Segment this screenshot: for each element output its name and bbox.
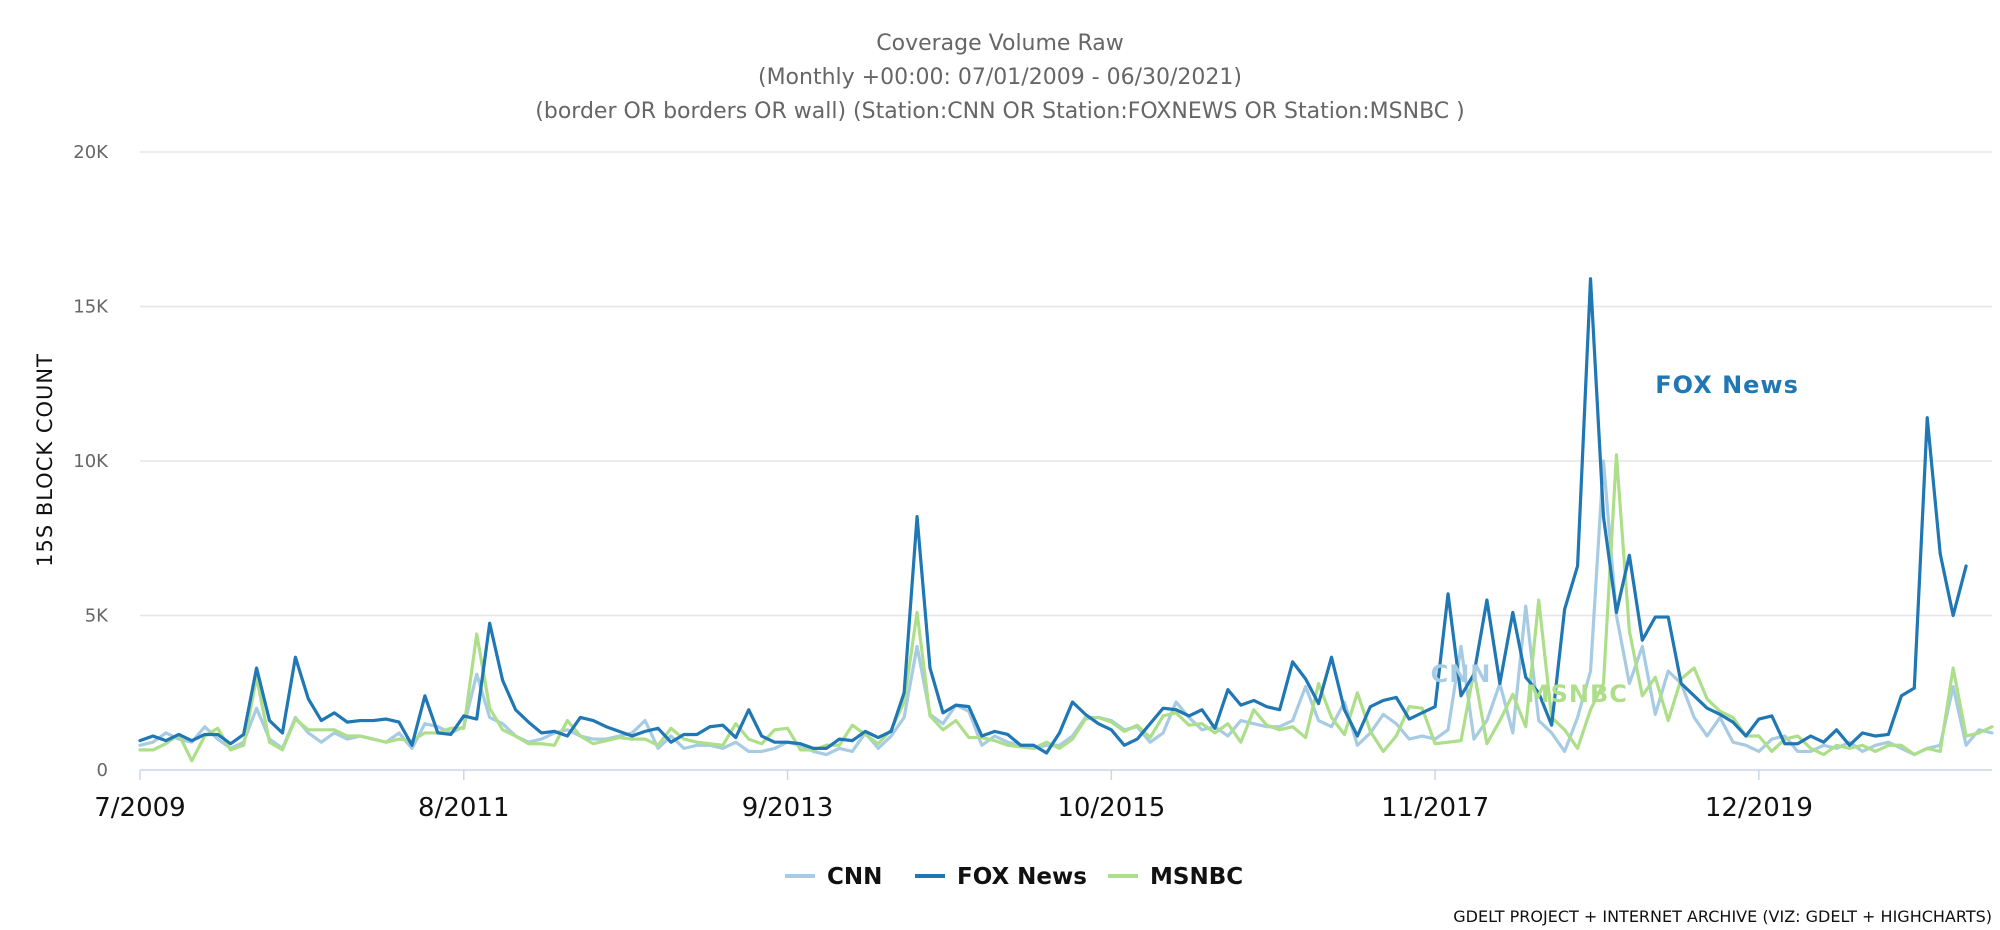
y-tick-label: 10K (73, 451, 109, 472)
series-annotations: CNN FOX News MSNBC (1431, 371, 1799, 708)
chart-legend: CNN FOX News MSNBC (785, 864, 1243, 890)
x-tick-label: 12/2019 (1705, 793, 1813, 823)
x-tick-label: 10/2015 (1057, 793, 1165, 823)
chart-credits: GDELT PROJECT + INTERNET ARCHIVE (VIZ: G… (1453, 907, 1992, 926)
annotation-cnn: CNN (1431, 660, 1492, 688)
x-tick-label: 7/2009 (94, 793, 185, 823)
legend-label-fox-news: FOX News (957, 864, 1087, 890)
y-tick-label: 5K (85, 606, 109, 627)
legend-item-fox-news[interactable]: FOX News (915, 864, 1087, 890)
x-axis: 7/2009 8/2011 9/2013 10/2015 11/2017 12/2019 (94, 769, 1992, 823)
x-tick-label: 8/2011 (418, 793, 509, 823)
chart-subtitle-line-1: (Monthly +00:00: 07/01/2009 - 06/30/2021… (758, 65, 1242, 90)
annotation-fox-news: FOX News (1655, 371, 1799, 399)
gridlines (140, 151, 1992, 617)
legend-label-msnbc: MSNBC (1150, 864, 1243, 890)
y-tick-label: 15K (73, 297, 109, 318)
x-tick-label: 11/2017 (1381, 793, 1489, 823)
y-axis-label: 15S BLOCK COUNT (33, 353, 57, 567)
series-line-fox-news[interactable] (138, 277, 1968, 755)
legend-item-cnn[interactable]: CNN (785, 864, 882, 890)
chart-subtitle-line-2: (border OR borders OR wall) (Station:CNN… (535, 99, 1464, 124)
y-axis-ticks: 0 5K 10K 15K 20K (73, 142, 109, 781)
annotation-msnbc: MSNBC (1526, 680, 1628, 708)
x-tick-label: 9/2013 (742, 793, 833, 823)
y-tick-label: 0 (97, 760, 108, 781)
y-tick-label: 20K (73, 142, 109, 163)
series-line-msnbc[interactable] (138, 453, 1994, 763)
chart-title: Coverage Volume Raw (876, 31, 1124, 56)
series-lines (138, 277, 1994, 763)
legend-item-msnbc[interactable]: MSNBC (1108, 864, 1243, 890)
series-line-cnn[interactable] (138, 459, 1994, 757)
legend-label-cnn: CNN (827, 864, 882, 890)
